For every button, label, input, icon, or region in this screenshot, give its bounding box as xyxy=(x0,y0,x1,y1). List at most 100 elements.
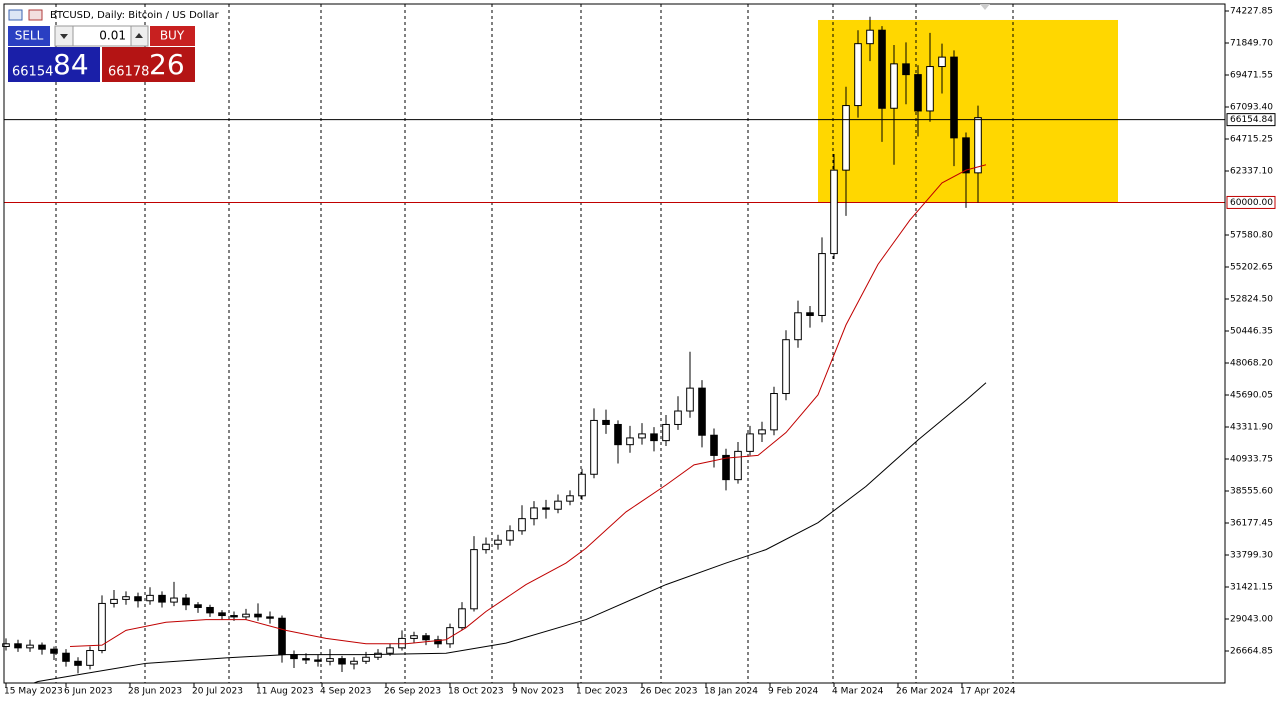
sell-price-box[interactable] xyxy=(8,47,100,82)
candle-body xyxy=(662,423,670,442)
candle-body xyxy=(494,539,502,545)
y-tick-label: 67093.40 xyxy=(1230,102,1273,112)
moving-average xyxy=(69,164,987,647)
x-tick-label: 9 Nov 2023 xyxy=(512,687,564,697)
candle-body xyxy=(350,660,358,665)
candle-body xyxy=(362,656,370,662)
candle-body xyxy=(782,339,790,395)
y-tick-label: 50446.35 xyxy=(1230,327,1273,337)
candle-body xyxy=(722,454,730,481)
y-tick-label: 45690.05 xyxy=(1230,391,1273,401)
candle-body xyxy=(686,387,694,412)
buy-button[interactable] xyxy=(150,26,195,46)
candle-body xyxy=(758,429,766,435)
plot-frame xyxy=(3,3,1226,684)
candle-body xyxy=(374,652,382,658)
y-tick-label: 38555.60 xyxy=(1230,487,1273,497)
candle-body xyxy=(110,598,118,604)
lot-value: 0.01 xyxy=(99,29,126,43)
price-tag xyxy=(1226,113,1276,127)
candle-body xyxy=(314,659,322,662)
candle-body xyxy=(902,63,910,76)
arrow-down xyxy=(60,34,68,39)
sell-button[interactable] xyxy=(8,26,50,46)
candle-body xyxy=(674,410,682,425)
candle-body xyxy=(482,543,490,551)
candle-body xyxy=(158,594,166,603)
candle-body xyxy=(926,66,934,112)
y-tick-label: 71849.70 xyxy=(1230,38,1273,48)
candle-body xyxy=(254,613,262,618)
candle-body xyxy=(890,63,898,109)
candle-body xyxy=(146,594,154,602)
candle-body xyxy=(818,253,826,316)
x-tick-label: 26 Dec 2023 xyxy=(640,687,698,697)
candle-body xyxy=(914,74,922,112)
y-tick-label: 36177.45 xyxy=(1230,519,1273,529)
candle-body xyxy=(422,635,430,641)
buy-label: BUY xyxy=(160,29,185,43)
candle-body xyxy=(74,660,82,666)
x-tick-label: 11 Aug 2023 xyxy=(256,687,314,697)
y-tick-label: 57580.80 xyxy=(1230,231,1273,241)
y-tick-label: 48068.20 xyxy=(1230,359,1273,369)
candle-body xyxy=(554,500,562,510)
y-tick-label: 29043.00 xyxy=(1230,615,1273,625)
candle-body xyxy=(734,450,742,481)
candle-body xyxy=(866,29,874,45)
candle-body xyxy=(326,658,334,662)
sell-label: SELL xyxy=(15,29,44,43)
x-tick-label: 6 Jun 2023 xyxy=(64,687,112,697)
y-tick-label: 40933.75 xyxy=(1230,455,1273,465)
x-tick-label: 4 Sep 2023 xyxy=(320,687,371,697)
candle-body xyxy=(506,530,514,541)
candle-body xyxy=(626,437,634,446)
price-tag-label: 66154.84 xyxy=(1230,115,1273,125)
x-tick-label: 18 Oct 2023 xyxy=(448,687,504,697)
y-tick-label: 31421.15 xyxy=(1230,583,1273,593)
candle-body xyxy=(398,637,406,649)
x-tick-label: 26 Mar 2024 xyxy=(896,687,953,697)
candle-body xyxy=(218,612,226,617)
x-tick-label: 26 Sep 2023 xyxy=(384,687,441,697)
moving-average xyxy=(33,382,987,684)
candle-body xyxy=(542,507,550,510)
buy-price-box[interactable] xyxy=(102,47,195,82)
candle-body xyxy=(434,639,442,645)
buy-price-big: 26 xyxy=(149,48,185,81)
y-tick-label: 26664.85 xyxy=(1230,647,1273,657)
candle-body xyxy=(14,643,22,649)
candle-body xyxy=(2,643,10,647)
candle-body xyxy=(38,644,46,650)
icon xyxy=(8,9,23,21)
candle-body xyxy=(290,654,298,660)
candle-body xyxy=(194,604,202,608)
candle-body xyxy=(854,43,862,107)
icon xyxy=(28,9,43,21)
y-tick-label: 33799.30 xyxy=(1230,551,1273,561)
level-tag-label: 60000.00 xyxy=(1230,198,1273,208)
candle-body xyxy=(338,658,346,665)
y-tick-label: 64715.25 xyxy=(1230,135,1273,145)
candle-body xyxy=(86,650,94,666)
header: BTCUSD, Daily: Bitcoin / US Dollar xyxy=(8,9,220,21)
candle-body xyxy=(278,617,286,656)
x-tick-label: 28 Jun 2023 xyxy=(128,687,182,697)
y-tick-label: 43311.90 xyxy=(1230,423,1273,433)
candle-body xyxy=(578,473,586,497)
candle-body xyxy=(182,597,190,606)
y-tick-label: 69471.55 xyxy=(1230,70,1273,80)
candle-body xyxy=(230,615,238,618)
candle-body xyxy=(650,433,658,442)
candle-body xyxy=(410,635,418,639)
shift-marker xyxy=(980,4,990,10)
candle-body xyxy=(962,137,970,174)
candle-body xyxy=(470,549,478,610)
candle-body xyxy=(530,507,538,520)
candle-body xyxy=(170,597,178,603)
x-tick-label: 17 Apr 2024 xyxy=(960,687,1016,697)
sell-price-big: 84 xyxy=(53,48,89,81)
chart-header: BTCUSD, Daily: Bitcoin / US Dollar xyxy=(50,10,220,21)
level-tag xyxy=(1226,195,1276,209)
